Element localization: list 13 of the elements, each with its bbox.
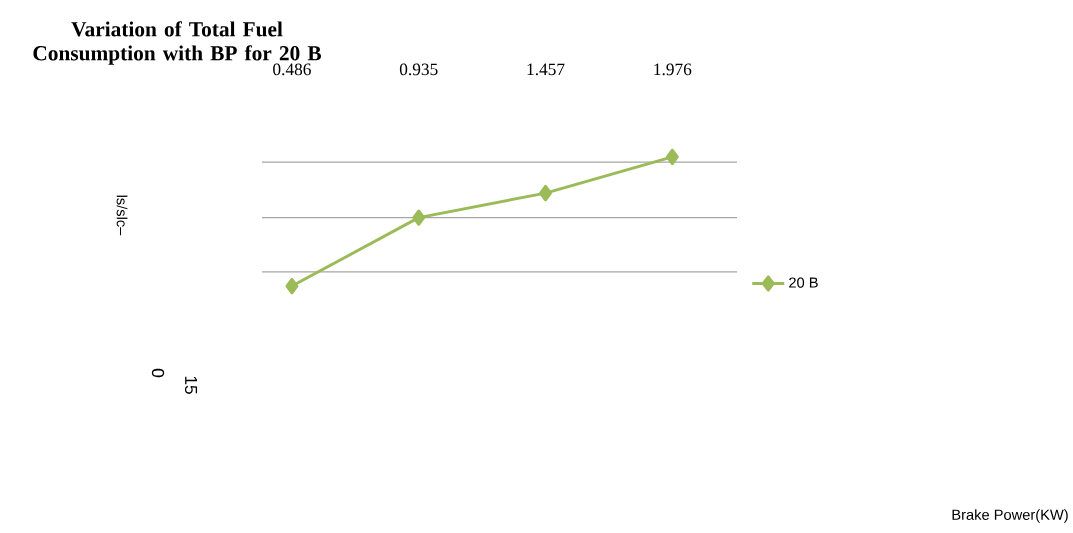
x-tick-label: 0.486 — [273, 63, 311, 76]
point — [539, 184, 553, 202]
point — [665, 148, 679, 166]
point — [285, 277, 299, 295]
x-tick-label: 1.976 — [654, 63, 692, 76]
x-tick-label: 0.935 — [399, 63, 438, 76]
text: Brake Power(KW) — [952, 509, 1068, 523]
x-tick-label: 1.457 — [527, 63, 565, 76]
legend-label: 20 B — [789, 277, 818, 288]
text: 15 — [184, 376, 198, 394]
point — [412, 209, 426, 226]
text: 0 — [151, 368, 165, 378]
text: ls/slc– — [116, 195, 128, 236]
